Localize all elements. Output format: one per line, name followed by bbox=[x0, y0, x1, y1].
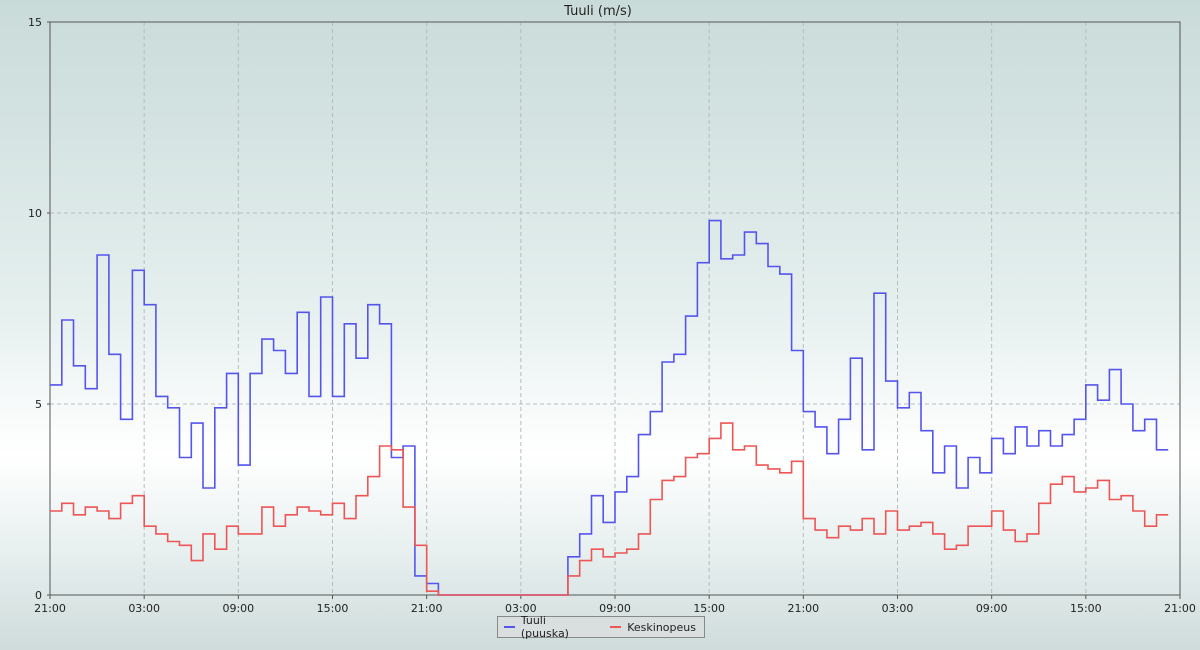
legend-item-average: Keskinopeus bbox=[610, 621, 696, 634]
x-tick-label: 21:00 bbox=[1164, 602, 1196, 615]
x-tick-label: 21:00 bbox=[411, 602, 443, 615]
x-tick-label: 03:00 bbox=[128, 602, 160, 615]
x-tick-label: 21:00 bbox=[34, 602, 66, 615]
legend-label-average: Keskinopeus bbox=[627, 620, 696, 634]
y-tick-label: 5 bbox=[35, 398, 42, 411]
x-tick-label: 09:00 bbox=[599, 602, 631, 615]
y-tick-label: 0 bbox=[35, 589, 42, 602]
y-tick-label: 15 bbox=[28, 16, 42, 29]
x-tick-label: 21:00 bbox=[787, 602, 819, 615]
x-tick-label: 09:00 bbox=[976, 602, 1008, 615]
chart-title: Tuuli (m/s) bbox=[563, 4, 632, 19]
x-tick-label: 03:00 bbox=[505, 602, 537, 615]
series-lines bbox=[50, 219, 1169, 596]
legend: Tuuli (puuska) Keskinopeus bbox=[497, 614, 705, 640]
series-line-average bbox=[50, 422, 1169, 596]
legend-swatch-gust bbox=[504, 626, 515, 628]
series-line-gust bbox=[50, 219, 1169, 596]
x-tick-label: 03:00 bbox=[882, 602, 914, 615]
legend-item-gust: Tuuli (puuska) bbox=[504, 614, 596, 640]
y-tick-label: 10 bbox=[28, 207, 42, 220]
x-tick-label: 15:00 bbox=[693, 602, 725, 615]
x-axis-ticks: 21:00 03:00 09:00 15:00 21:00 03:00 09:00 15:00… bbox=[34, 595, 1196, 615]
x-tick-label: 15:00 bbox=[1070, 602, 1102, 615]
x-tick-label: 09:00 bbox=[222, 602, 254, 615]
legend-swatch-average bbox=[610, 626, 622, 628]
legend-label-gust: Tuuli (puuska) bbox=[520, 614, 569, 640]
x-tick-label: 15:00 bbox=[317, 602, 349, 615]
y-axis-ticks: 0 5 10 15 bbox=[28, 16, 50, 602]
